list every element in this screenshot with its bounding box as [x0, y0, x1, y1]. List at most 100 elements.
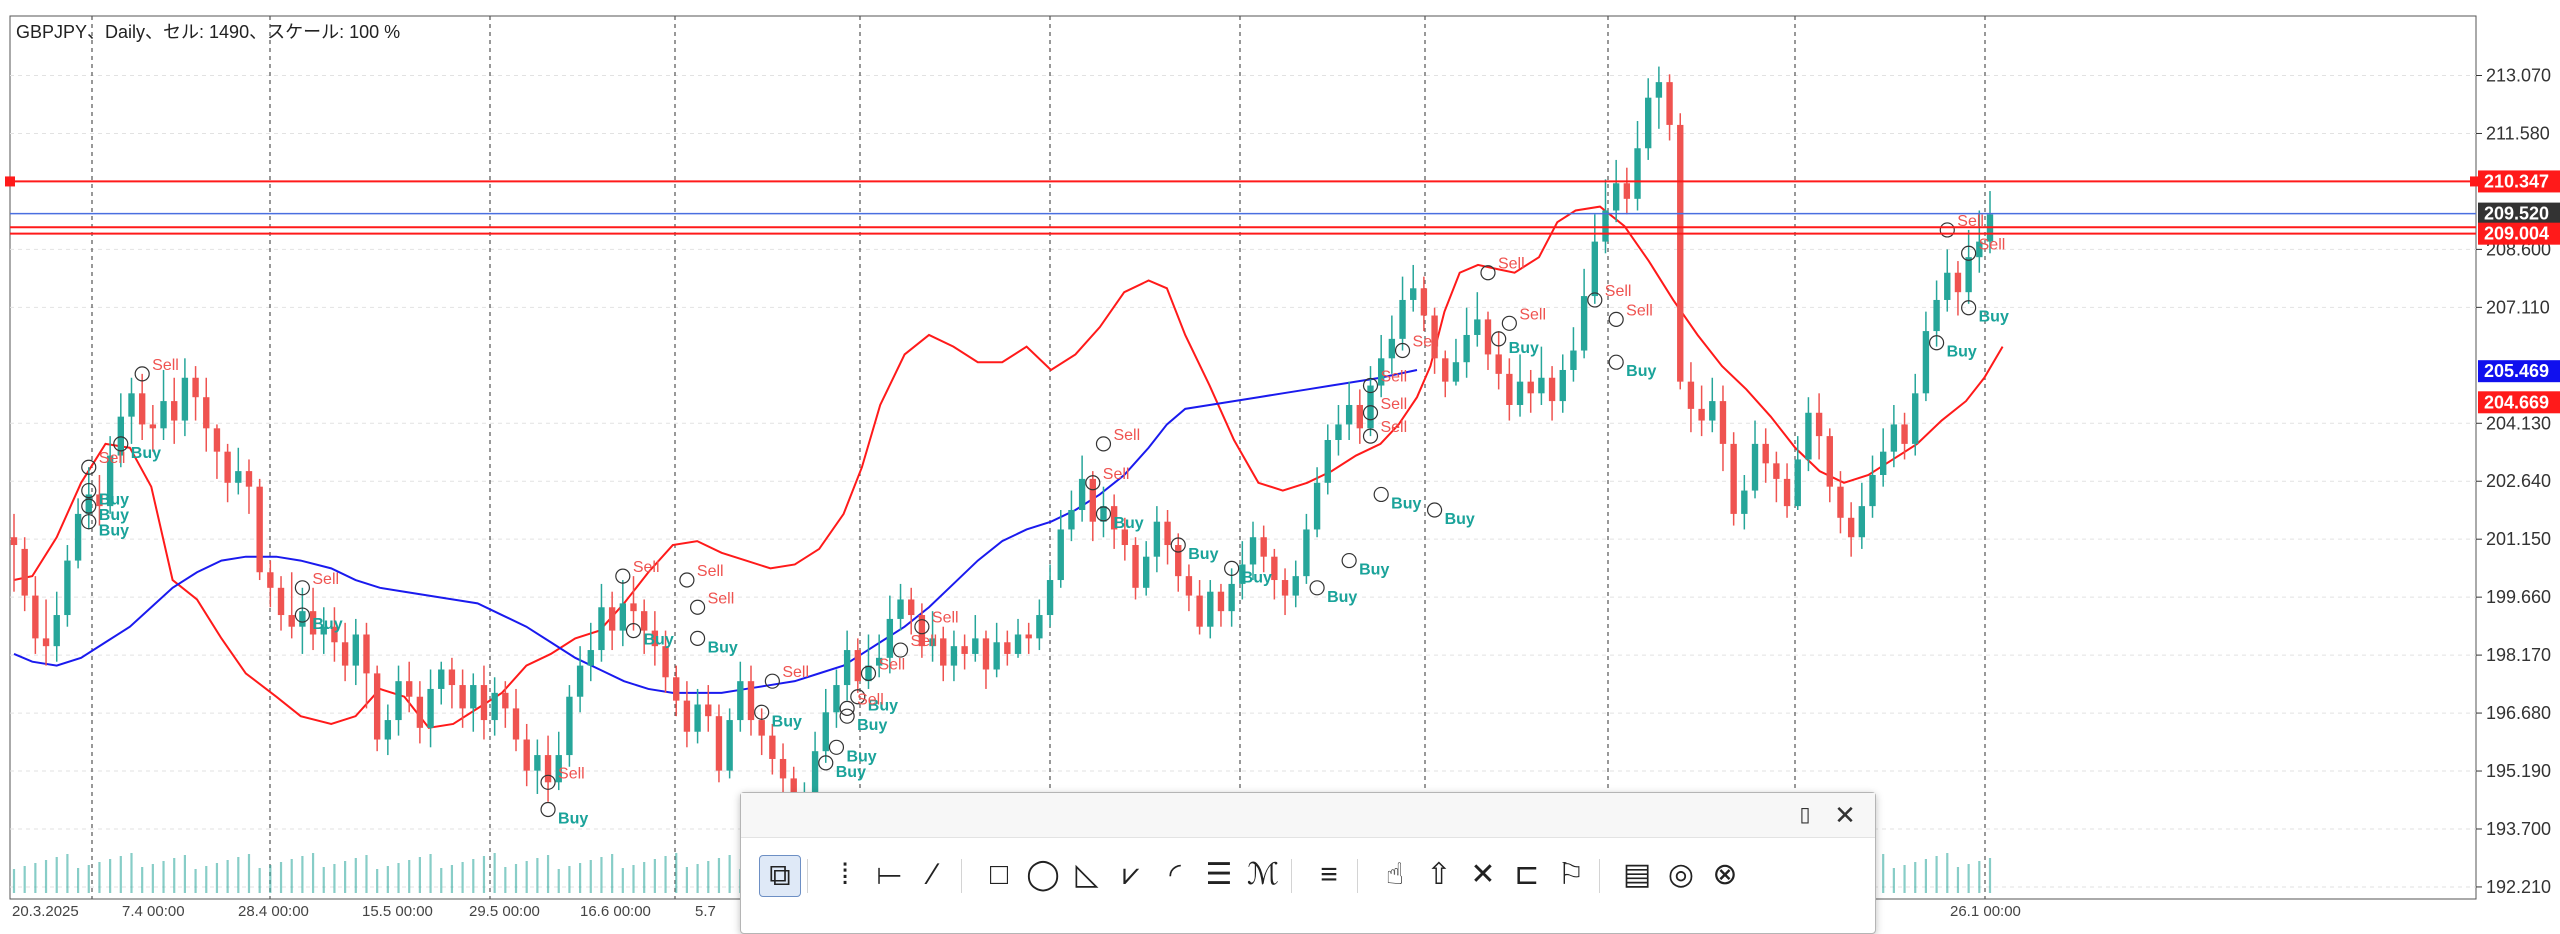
buy-signal-label: Buy: [1391, 495, 1421, 512]
tool-arrow-up-icon[interactable]: ⇧: [1426, 858, 1452, 891]
candle-body: [1217, 591, 1225, 612]
tool-horizontal-line-icon[interactable]: ⟝: [876, 858, 902, 891]
time-tick-label: 15.5 00:00: [362, 903, 433, 918]
tool-fibo-arc-icon[interactable]: ◜: [1169, 858, 1181, 891]
candle-body: [1484, 319, 1492, 355]
candle-body: [245, 471, 253, 487]
sell-signal-label: Sell: [99, 450, 126, 467]
sell-signal-marker: [134, 366, 150, 382]
candle-body: [309, 611, 317, 635]
price-tag-ma-slow[interactable]: [2478, 360, 2560, 383]
tool-trendline-icon[interactable]: ∕: [930, 858, 936, 891]
candle-body: [1185, 576, 1193, 596]
candle-body: [993, 642, 1000, 670]
candle-body: [1783, 478, 1791, 507]
candle-body: [1570, 350, 1577, 370]
line-handle-right[interactable]: [2470, 176, 2480, 187]
sell-signal-label: Sell: [1380, 396, 1407, 413]
price-tag-sell-line-upper[interactable]: [2478, 170, 2560, 193]
candle-body: [1132, 545, 1139, 588]
sell-signal-label: Sell: [152, 357, 179, 374]
price-axis[interactable]: 213.070211.580208.600207.110204.130202.6…: [2476, 66, 2560, 897]
candle-body: [747, 681, 755, 721]
tool-ellipse-icon[interactable]: ◯: [1026, 858, 1060, 891]
sell-signal-label: Sell: [1957, 213, 1984, 230]
candle-body: [341, 642, 349, 666]
candle-body: [1313, 482, 1321, 530]
tool-text-icon[interactable]: ▤: [1622, 858, 1652, 891]
sell-signal-label: Sell: [558, 765, 585, 782]
candle-body: [630, 603, 637, 612]
tool-flag-icon[interactable]: ⚐: [1557, 858, 1585, 891]
line-handle-left[interactable]: [5, 176, 15, 187]
candle-body: [267, 572, 274, 588]
candle-body: [1645, 97, 1652, 149]
price-tick-label: 198.170: [2486, 645, 2551, 665]
candle-body: [950, 646, 958, 666]
tool-price-label-icon[interactable]: ⊏: [1514, 858, 1540, 891]
candle-body: [1410, 288, 1417, 300]
candle-body: [85, 494, 92, 514]
tool-snap-icon[interactable]: ⧉: [759, 855, 801, 897]
tool-cross-icon[interactable]: ✕: [1470, 858, 1496, 891]
candle-body: [1901, 424, 1908, 444]
toolbar-header[interactable]: ▯ ✕: [741, 793, 1875, 838]
sell-signal-marker: [1362, 405, 1379, 421]
buy-signal-label: Buy: [312, 616, 342, 633]
tool-target-icon[interactable]: ◎: [1667, 858, 1695, 891]
candle-body: [1078, 478, 1086, 511]
candle-body: [1634, 148, 1641, 199]
sell-signal-label: Sell: [1626, 302, 1653, 319]
buy-signal-label: Buy: [1359, 562, 1389, 579]
drawing-toolbar[interactable]: ▯ ✕ ⧉ ⁞ ⟝ ∕ □ ◯ ◺ ⩗ ◜ ☰ ℳ ≡ ☝ ⇧ ✕ ⊏ ⚐ ▤ ◎ ⊗: [740, 792, 1876, 934]
horizontal-lines[interactable]: [5, 176, 2480, 235]
buy-signal-label: Buy: [1445, 511, 1475, 528]
candle-body: [395, 681, 402, 721]
price-tick-label: 213.070: [2486, 66, 2551, 86]
price-tick-label: 192.210: [2486, 877, 2551, 897]
price-tag-ma-fast[interactable]: [2478, 391, 2560, 414]
tool-fibo-icon[interactable]: ☰: [1205, 858, 1233, 891]
dock-toggle-icon[interactable]: ▯: [1799, 804, 1811, 826]
candle-body: [1655, 82, 1663, 98]
candle-body: [427, 688, 434, 728]
sell-signal-marker: [1501, 315, 1517, 331]
price-tag-label: 204.669: [2484, 392, 2549, 412]
close-icon[interactable]: ✕: [1834, 800, 1856, 830]
candle-body: [1175, 545, 1182, 577]
time-axis[interactable]: 20.3.2025 7.4 00:00 28.4 00:00 15.5 00:00 29…: [12, 903, 2021, 918]
candle-body: [1335, 424, 1342, 440]
sell-signal-marker: [540, 774, 556, 790]
price-tag-sell-line-lower[interactable]: [2478, 222, 2560, 245]
candle-body: [1420, 288, 1428, 316]
sell-signal-label: Sell: [932, 610, 959, 627]
buy-signal-label: Buy: [1242, 569, 1272, 586]
moving-average-line-1: [13, 368, 1418, 694]
candle-body: [1602, 210, 1609, 242]
tool-elliott-icon[interactable]: ℳ: [1246, 858, 1280, 891]
sell-signal-label: Sell: [1413, 334, 1440, 351]
candle-body: [1121, 529, 1129, 546]
sell-signal-label: Sell: [911, 633, 938, 650]
candle-body: [448, 669, 456, 686]
candle-body: [160, 401, 167, 429]
candle-body: [53, 615, 60, 647]
candle-body: [811, 751, 819, 794]
tool-channel-icon[interactable]: ≡: [1320, 858, 1338, 891]
candle-body: [982, 638, 990, 670]
time-tick-label: 16.6 00:00: [580, 903, 651, 918]
buy-signal-marker: [1170, 537, 1186, 553]
sell-signal-marker: [1362, 377, 1379, 394]
price-tag-bid[interactable]: [2478, 202, 2560, 225]
tool-triangle-icon[interactable]: ◺: [1075, 858, 1099, 891]
tool-pitchfork-icon[interactable]: ⩗: [1122, 858, 1140, 891]
candle-body: [886, 618, 894, 658]
moving-averages: [13, 205, 2004, 729]
candle-body: [1239, 564, 1246, 584]
tool-vertical-line-icon[interactable]: ⁞: [840, 858, 850, 891]
tool-crosshair-icon[interactable]: ⊗: [1712, 858, 1738, 891]
tool-rectangle-icon[interactable]: □: [989, 858, 1009, 891]
tool-thumb-up-icon[interactable]: ☝: [1385, 858, 1405, 891]
